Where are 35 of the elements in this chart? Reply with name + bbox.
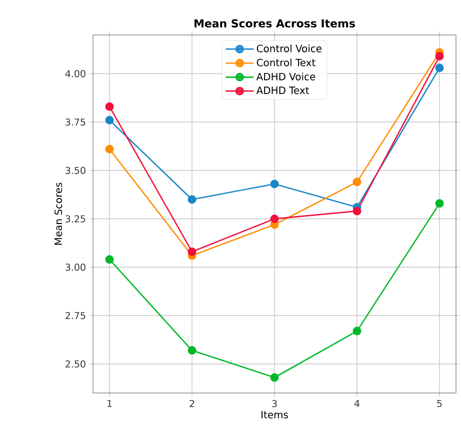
x-tick-label: 5 — [437, 400, 442, 408]
legend-label: ADHD Text — [256, 86, 310, 94]
point — [352, 206, 362, 216]
point — [105, 255, 114, 264]
legend-label: Control Voice — [256, 44, 322, 52]
point — [188, 346, 196, 355]
point — [352, 178, 362, 186]
x-tick-label: 4 — [354, 400, 360, 407]
point — [435, 52, 444, 61]
point — [188, 195, 196, 204]
y-tick-label: 2.75 — [66, 312, 86, 320]
x-axis-title: Items — [262, 411, 288, 418]
y-tick-label: 3.75 — [66, 118, 86, 126]
y-tick-label: 2.50 — [66, 360, 86, 368]
y-tick-label: 3.50 — [66, 166, 86, 174]
point — [270, 180, 279, 188]
x-tick-label: 2 — [190, 400, 194, 408]
x-tick-label: 3 — [272, 400, 277, 408]
y-tick-label: 3.25 — [66, 215, 86, 222]
point — [188, 247, 196, 256]
y-tick-label: 3.00 — [66, 264, 86, 271]
y-tick-label: 4.00 — [65, 70, 86, 78]
point — [270, 373, 279, 382]
chart-title: Mean Scores Across Items — [194, 19, 355, 28]
legend-label: ADHD Voice — [256, 72, 316, 80]
legend-label: Control Text — [256, 58, 316, 66]
point — [105, 102, 114, 111]
point — [105, 144, 114, 154]
y-axis-title: Mean Scores — [54, 182, 62, 245]
point — [270, 214, 279, 224]
point — [435, 199, 444, 208]
x-tick-label: 1 — [108, 400, 112, 407]
point — [435, 64, 444, 72]
point — [105, 116, 114, 124]
point — [352, 326, 362, 336]
